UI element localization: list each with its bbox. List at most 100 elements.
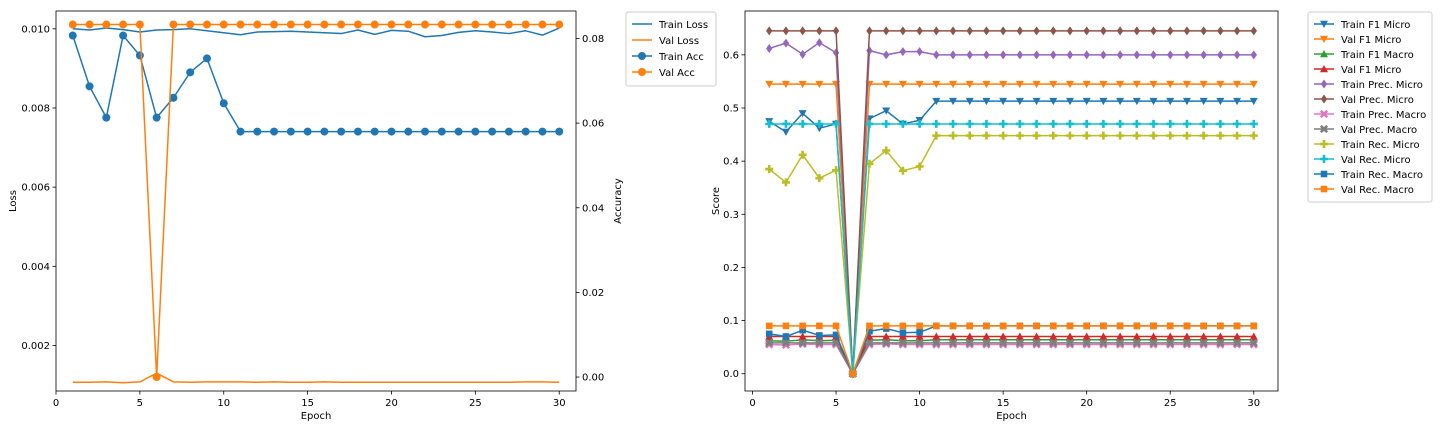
data-point [899,47,907,57]
legend-marker [1320,35,1328,43]
data-point [1033,50,1040,60]
legend-marker [638,52,646,60]
data-point [949,322,957,330]
legend-marker [1320,185,1328,193]
data-point [1032,332,1041,340]
data-point [1082,119,1091,128]
data-point [982,338,991,348]
data-point [1049,131,1058,140]
y-tick-label: 0.1 [723,316,739,327]
data-point [1099,131,1108,140]
data-point [965,97,974,106]
data-point [454,127,463,136]
legend-label: Val Loss [659,36,699,47]
data-point [782,333,790,340]
legend-label: Train Loss [658,20,708,31]
data-point [949,80,958,89]
data-point [521,20,530,29]
data-point [404,20,413,29]
legend-label: Train Acc [658,52,704,63]
y-axis: 0.002 0.004 0.006 0.008 0.010 Loss [8,24,56,352]
data-point [781,338,791,348]
data-point [1216,131,1225,140]
data-point [1166,131,1175,140]
series-val-loss [72,372,560,384]
data-point [949,26,957,36]
data-point [1065,97,1074,106]
y2-tick-label: 0.02 [582,288,604,299]
x-tick-label: 10 [217,398,230,409]
data-point [781,119,790,128]
data-point [915,332,924,340]
legend-label: Val Rec. Macro [1341,185,1414,196]
data-point [1233,332,1242,340]
data-point [1032,338,1041,348]
data-point [798,119,807,128]
x-tick-label: 30 [1247,398,1260,409]
x-tick-label: 20 [385,398,398,409]
series-val-rec-micro [765,119,1258,378]
legend-label: Val Rec. Micro [1341,155,1411,166]
data-point [1015,97,1024,106]
legend-marker [1320,79,1328,89]
legend-item: Train Rec. Macro [1314,170,1423,181]
data-point [832,119,841,128]
data-point [1249,97,1258,106]
data-point [1132,119,1141,128]
data-point [882,50,890,60]
data-point [1199,119,1208,128]
data-point [1200,322,1207,330]
data-point [765,119,774,128]
data-point [85,20,94,29]
legend-marker [1320,20,1328,28]
data-point [1166,97,1175,106]
data-point [866,26,873,36]
data-point [353,20,362,29]
data-point [1099,338,1108,348]
data-point [1149,97,1158,106]
data-point [1132,97,1141,106]
data-point [882,322,890,330]
legend-marker [1319,124,1329,134]
data-point [1217,50,1224,60]
legend-item: Train Prec. Macro [1314,109,1426,121]
data-point [1233,119,1242,128]
legend-item: Val F1 Micro [1314,35,1401,46]
series-val-rec-macro [765,322,1258,378]
series-line [769,83,1254,375]
data-point [1167,26,1174,36]
data-point [1083,322,1090,330]
data-point [899,322,907,330]
data-point [320,20,329,29]
data-point [1166,119,1175,128]
legend-marker [1320,155,1328,163]
data-point [999,332,1008,340]
axes-frame [55,10,577,392]
data-point [202,20,211,29]
data-point [421,127,430,136]
data-point [816,26,823,36]
data-point [1032,80,1041,89]
data-point [932,332,941,340]
data-point [337,127,346,136]
legend-item: Train F1 Macro [1314,50,1414,61]
data-point [983,322,990,330]
data-point [965,332,974,340]
legend-item: Train Rec. Micro [1314,140,1420,151]
legend-marker [1320,50,1328,58]
x-axis-label: Epoch [996,411,1027,422]
x-tick-label: 10 [913,398,926,409]
x-tick-label: 0 [53,398,59,409]
data-point [303,20,312,29]
data-point [882,80,891,89]
data-point [1232,338,1242,348]
data-point [1182,131,1191,140]
y-tick-label: 0.010 [21,24,50,35]
data-point [421,20,430,29]
series-line [72,27,560,38]
data-point [1133,26,1141,36]
data-point [949,119,958,128]
data-point [832,322,840,330]
data-point [816,38,823,48]
